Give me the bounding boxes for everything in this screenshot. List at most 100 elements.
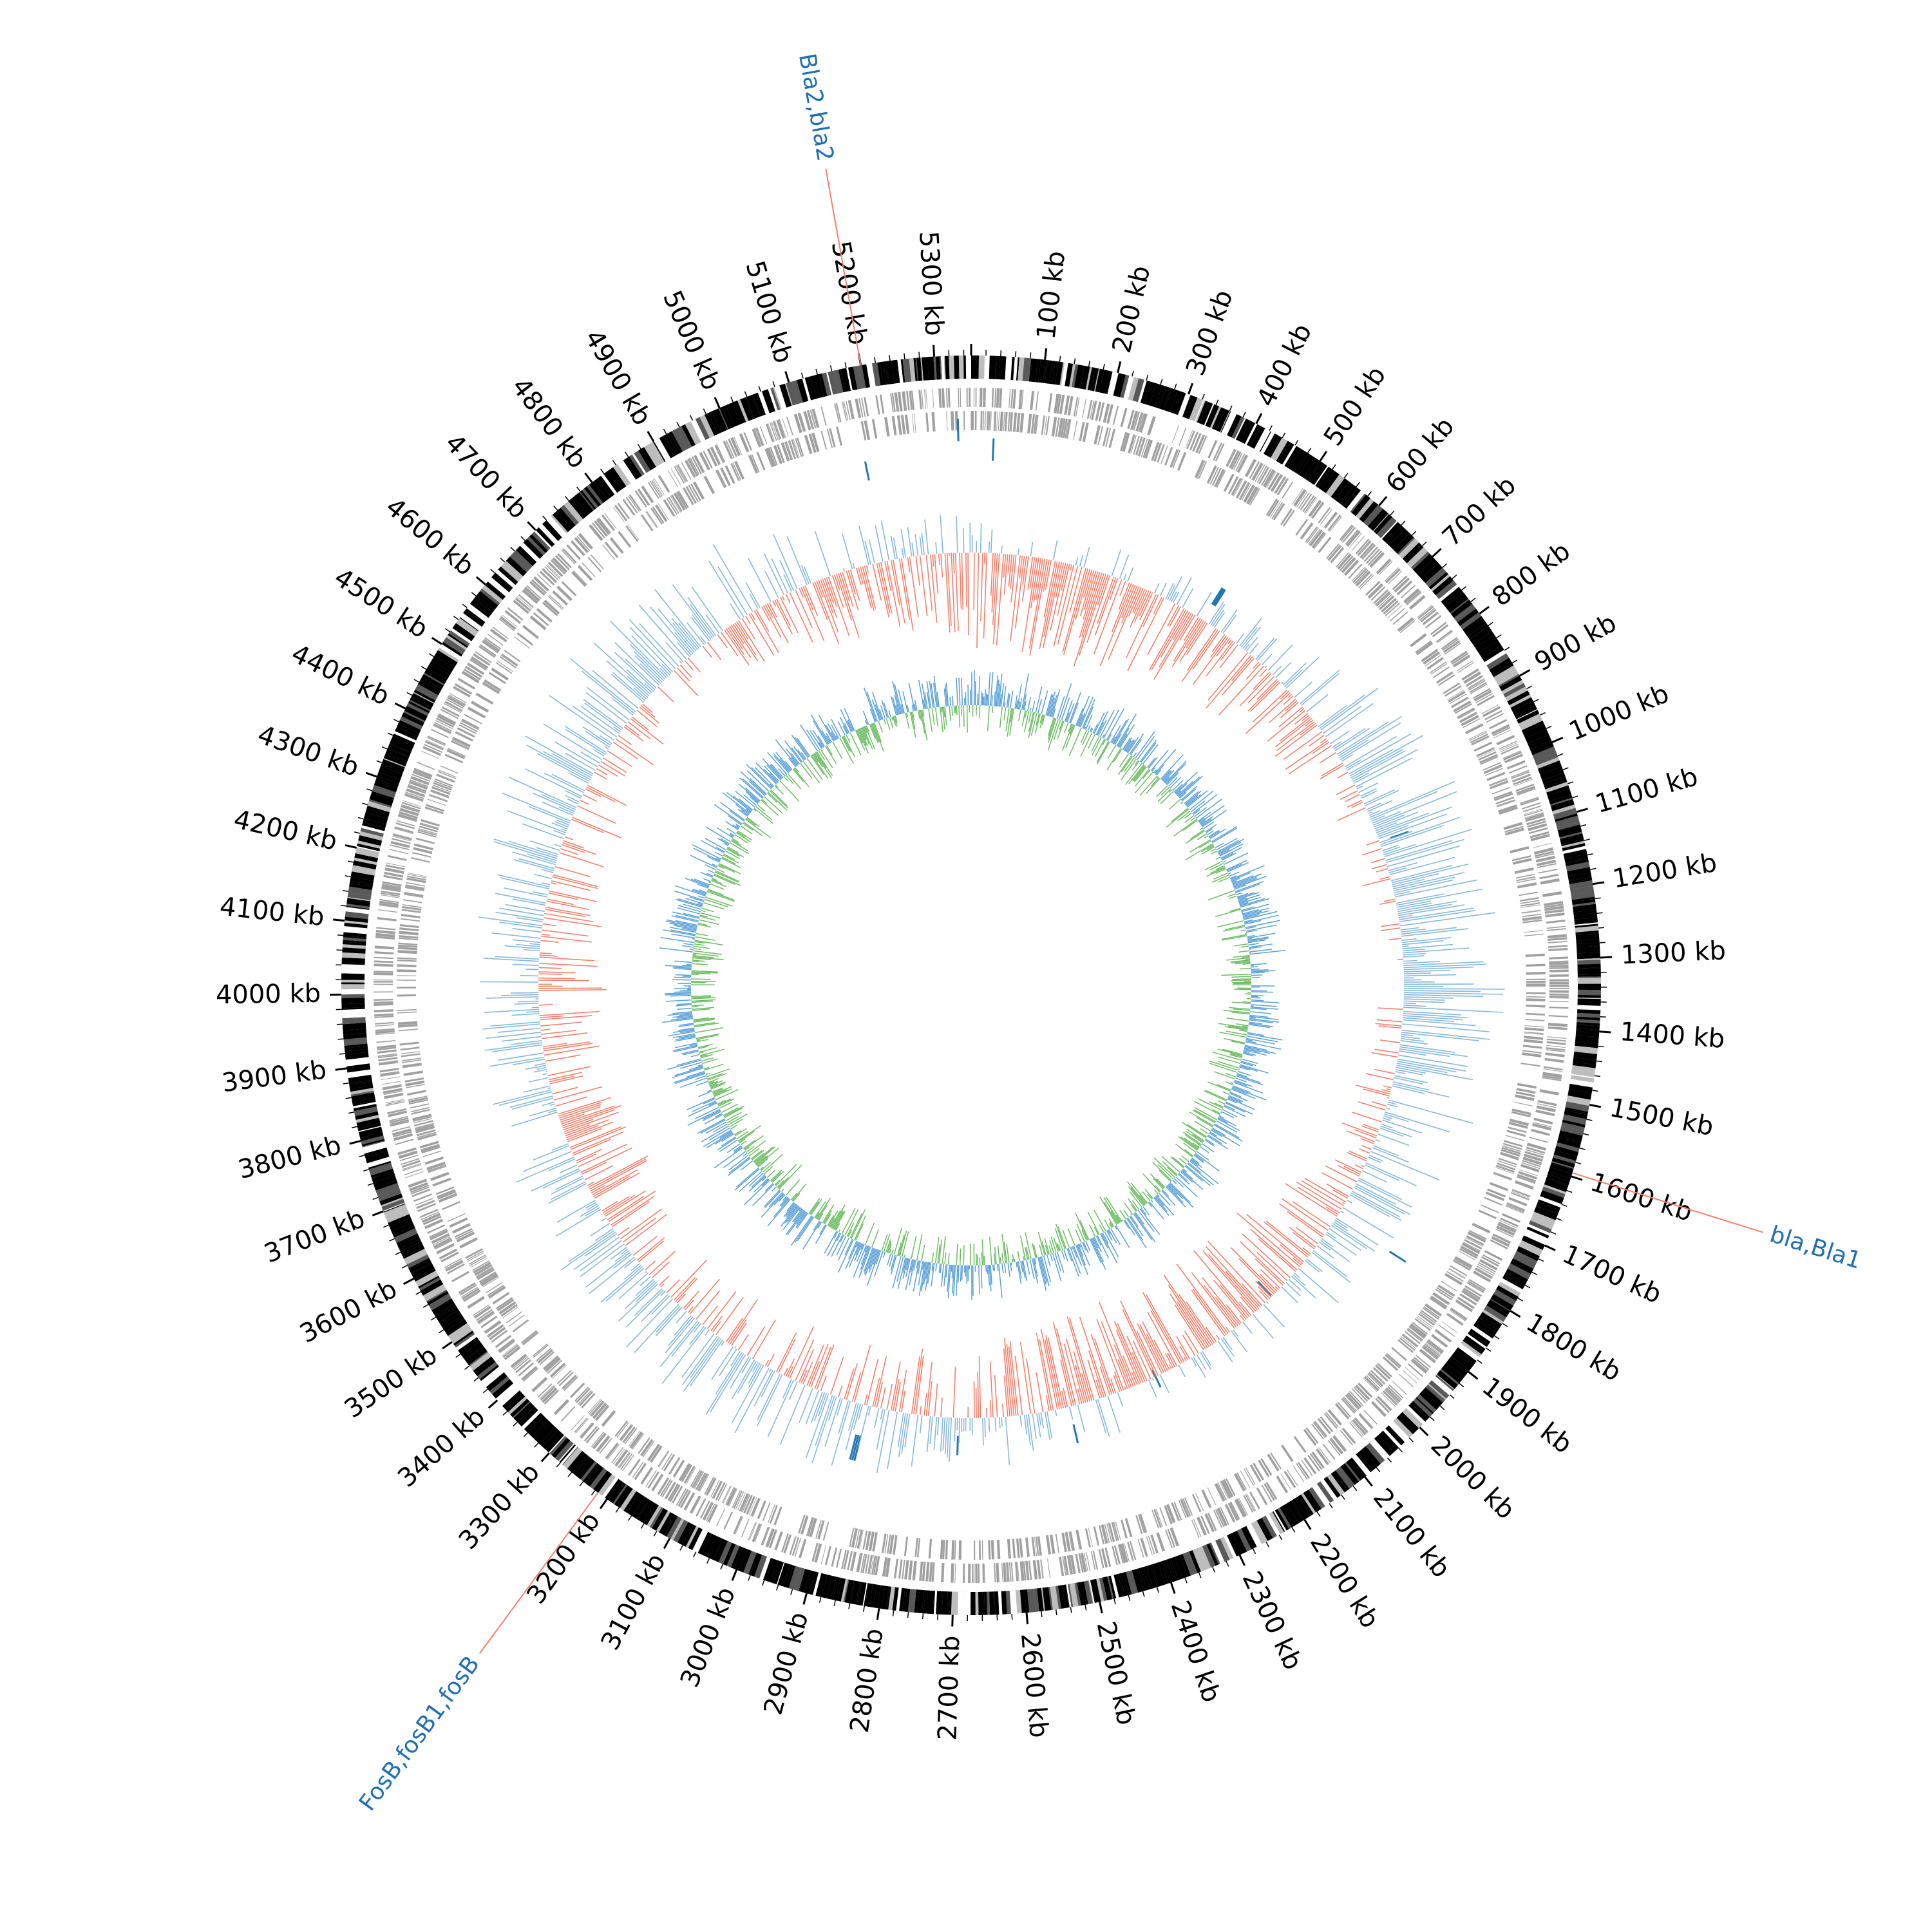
gc-skew-bar-positive (874, 1356, 887, 1408)
gc-content-bar-positive (985, 693, 987, 706)
gc-skew-bar-negative (1379, 1127, 1404, 1137)
gc-content-bar-positive (1231, 880, 1237, 884)
gc-skew-bar-positive (1239, 1241, 1285, 1285)
gc-content-bar-positive (1203, 821, 1215, 829)
gc-skew-bar-negative (614, 642, 660, 686)
ideogram-band (341, 963, 365, 965)
gene-block-forward (562, 548, 577, 564)
ideogram-band (1191, 398, 1204, 422)
gene-block-reverse (398, 937, 418, 941)
gc-skew-bar-positive (1351, 801, 1364, 808)
gc-skew-bar-negative (554, 821, 569, 828)
gc-skew-bar-negative (484, 1042, 543, 1051)
gc-skew-bar-positive (814, 582, 840, 645)
gene-block-reverse (896, 415, 902, 435)
gene-block-forward (1101, 1548, 1108, 1568)
gc-content-bar-positive (1243, 911, 1278, 920)
gc-skew-bar-positive (787, 1366, 794, 1378)
gene-block-reverse (900, 415, 906, 435)
gene-block-reverse (730, 463, 740, 482)
gc-content-bar-positive (1184, 790, 1202, 805)
gc-skew-bar-negative (1374, 814, 1405, 828)
gc-content-bar-negative (1242, 1025, 1249, 1028)
gene-block-forward (390, 844, 410, 851)
gene-block-reverse (432, 1177, 451, 1187)
gene-block-reverse (862, 1530, 868, 1550)
gene-block-reverse (412, 851, 431, 858)
gene-block-reverse (415, 837, 435, 844)
ideogram-band (1274, 1509, 1289, 1531)
ideogram-band (370, 1168, 394, 1179)
ideogram-band (372, 1171, 395, 1183)
gc-content-bar-negative (1183, 1142, 1197, 1153)
gene-block-forward (1129, 1541, 1137, 1560)
gc-skew-bar-negative (609, 620, 667, 679)
gene-block-forward (676, 1488, 687, 1506)
gene-block-reverse (1365, 580, 1381, 596)
gene-block-forward (1261, 1484, 1273, 1502)
gc-skew-bar-positive (1050, 563, 1066, 631)
ideogram-band (1416, 1394, 1437, 1413)
gene-block-forward (1318, 507, 1331, 524)
minor-tick (1579, 1147, 1586, 1150)
gc-content-bar-positive (1056, 696, 1065, 719)
gc-content-bar-negative (1222, 1091, 1229, 1095)
ideogram-band (368, 799, 392, 808)
gene-block-forward (382, 883, 402, 887)
ideogram-band (1577, 1005, 1601, 1010)
ideogram-band (1089, 1580, 1095, 1604)
gene-block-forward (1121, 1543, 1129, 1563)
gc-skew-bar-positive (1193, 1250, 1250, 1318)
gc-skew-bar-positive (965, 552, 967, 607)
ideogram-band (1560, 1126, 1584, 1136)
gc-content-bar-positive (1251, 974, 1263, 976)
gc-skew-bar-negative (1312, 1250, 1347, 1278)
gc-skew-bar-negative (874, 1408, 880, 1428)
ideogram-band (521, 1410, 541, 1429)
ideogram-band (1292, 1498, 1307, 1520)
minor-tick (663, 428, 667, 435)
gene-block-reverse (1170, 448, 1178, 468)
gene-block-reverse (1514, 867, 1534, 875)
gc-content-bar-positive (1045, 693, 1053, 716)
gene-block-forward (402, 1164, 422, 1171)
gene-block-reverse (473, 1262, 491, 1274)
ideogram-band (549, 1435, 567, 1455)
ideogram-band (899, 1587, 905, 1612)
gene-block-reverse (537, 1349, 554, 1364)
gc-content-bar-positive (1087, 724, 1091, 731)
gene-block-forward (502, 614, 518, 627)
gene-block-reverse (497, 660, 514, 672)
gc-content-bar-negative (1192, 1133, 1204, 1142)
gene-block-reverse (556, 585, 573, 601)
ideogram-band (1532, 746, 1557, 761)
minor-tick (758, 386, 762, 392)
gene-block-forward (518, 1362, 534, 1377)
gc-skew-bar-negative (1397, 1061, 1457, 1073)
gc-skew-bar-positive (564, 1112, 619, 1133)
gc-skew-bar-positive (1225, 1327, 1231, 1333)
gc-content-bar-negative (1124, 1202, 1133, 1215)
gene-block-reverse (795, 438, 802, 457)
gene-block-reverse (1398, 618, 1414, 632)
minor-tick (564, 496, 569, 502)
gene-block-forward (1406, 592, 1422, 605)
gc-content-bar-negative (1215, 909, 1241, 918)
gc-content-bar-negative (1219, 1031, 1247, 1038)
gene-block-reverse (1463, 1242, 1481, 1252)
gc-skew-bar-negative (1291, 1276, 1316, 1298)
gc-skew-bar-negative (645, 1271, 647, 1273)
gc-skew-bar-positive (725, 628, 744, 655)
gene-block-forward (374, 1003, 393, 1006)
ideogram-band (386, 748, 409, 762)
gc-skew-bar-positive (1139, 1324, 1165, 1374)
gene-block-reverse (1035, 1536, 1039, 1557)
ideogram-band (1043, 359, 1047, 383)
ideogram-band (857, 1582, 862, 1605)
ideogram-band (1146, 1564, 1157, 1589)
gc-content-bar-negative (1041, 715, 1046, 725)
ideogram-band (1301, 1493, 1316, 1514)
gc-content-bar-positive (1010, 690, 1014, 708)
gc-content-bar-negative (1152, 1162, 1172, 1182)
gc-skew-bar-positive (1305, 719, 1314, 727)
